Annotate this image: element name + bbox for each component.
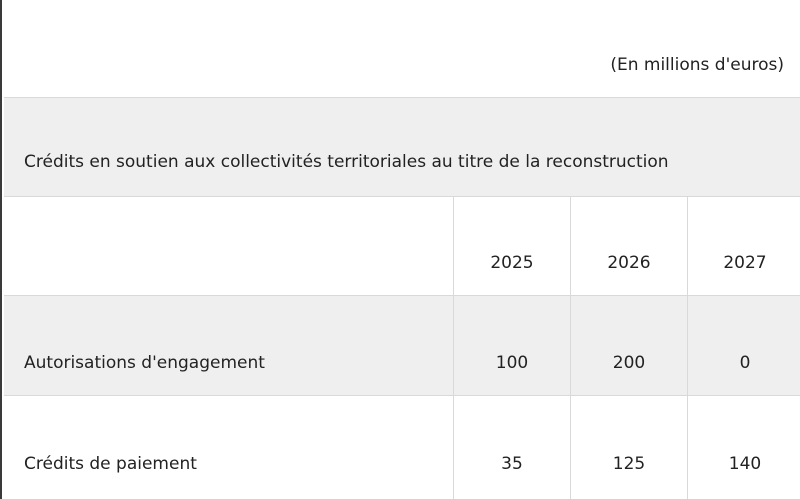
table-header-row: 2025 2026 2027 [4, 197, 800, 296]
value-cell: 140 [687, 396, 800, 499]
value: 35 [501, 454, 523, 474]
row-label-cell: Crédits de paiement [4, 396, 453, 499]
row-label-cell: Autorisations d'engagement [4, 296, 453, 395]
header-empty-cell [4, 197, 453, 295]
value-cell: 0 [687, 296, 800, 395]
table-title-row: Crédits en soutien aux collectivités ter… [4, 98, 800, 197]
year-label: 2025 [490, 253, 534, 273]
value-cell: 100 [453, 296, 570, 395]
value: 0 [739, 353, 751, 373]
unit-note: (En millions d'euros) [610, 55, 784, 75]
row-label: Crédits de paiement [24, 454, 197, 474]
table-title: Crédits en soutien aux collectivités ter… [24, 152, 669, 172]
header-cell-year-1: 2025 [453, 197, 570, 295]
header-cell-year-2: 2026 [570, 197, 687, 295]
unit-row: (En millions d'euros) [4, 0, 800, 98]
value-cell: 200 [570, 296, 687, 395]
value: 125 [612, 454, 646, 474]
value: 200 [612, 353, 646, 373]
table-row: Crédits de paiement 35 125 140 [4, 396, 800, 499]
row-label: Autorisations d'engagement [24, 353, 265, 373]
header-cell-year-3: 2027 [687, 197, 800, 295]
value-cell: 125 [570, 396, 687, 499]
table-row: Autorisations d'engagement 100 200 0 [4, 296, 800, 396]
value-cell: 35 [453, 396, 570, 499]
value: 100 [495, 353, 529, 373]
year-label: 2027 [723, 253, 767, 273]
value: 140 [728, 454, 762, 474]
year-label: 2026 [607, 253, 651, 273]
